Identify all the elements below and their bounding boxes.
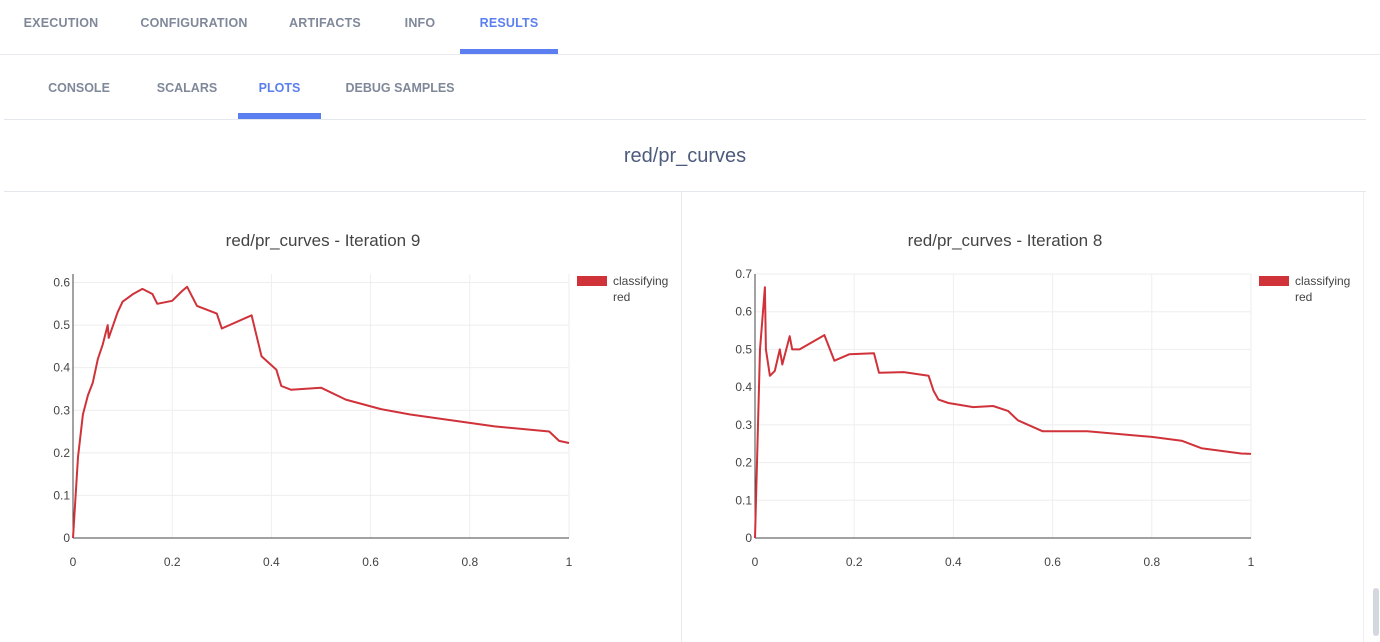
sub-tab-bar: CONSOLE SCALARS PLOTS DEBUG SAMPLES — [4, 55, 1366, 120]
pr-curve-chart-iteration-9[interactable]: red/pr_curves - Iteration 9 0 0.2 0.4 0.6 0.8… — [2, 192, 682, 642]
y-tick-label: 0.4 — [53, 361, 70, 375]
y-tick-label: 0.6 — [53, 276, 70, 290]
x-tick-label: 1 — [1248, 555, 1255, 569]
y-tick-label: 0.5 — [735, 342, 752, 356]
tab-scalars[interactable]: SCALARS — [156, 81, 218, 95]
x-tick-label: 0.2 — [846, 555, 863, 569]
tab-artifacts[interactable]: ARTIFACTS — [289, 16, 361, 30]
y-tick-label: 0 — [63, 531, 70, 545]
x-tick-label: 0 — [752, 555, 759, 569]
y-tick-label: 0.1 — [53, 488, 70, 502]
tab-console[interactable]: CONSOLE — [48, 81, 110, 95]
y-tick-label: 0.2 — [735, 456, 752, 470]
tab-execution[interactable]: EXECUTION — [23, 16, 99, 30]
x-tick-label: 0.8 — [1143, 555, 1160, 569]
plot-divider — [681, 192, 682, 642]
legend-label: classifying red — [613, 274, 668, 304]
main-tab-bar: EXECUTION CONFIGURATION ARTIFACTS INFO R… — [0, 0, 1380, 55]
x-tick-label: 0.4 — [263, 555, 280, 569]
tab-debug-samples[interactable]: DEBUG SAMPLES — [345, 81, 455, 95]
tab-configuration[interactable]: CONFIGURATION — [140, 16, 248, 30]
x-tick-label: 0.4 — [945, 555, 962, 569]
tab-results[interactable]: RESULTS — [460, 0, 558, 54]
vertical-scrollbar[interactable] — [1373, 588, 1379, 636]
pr-curve-chart-iteration-8[interactable]: red/pr_curves - Iteration 8 0 0.2 0.4 0.6 0.8… — [684, 192, 1364, 642]
chart-title: red/pr_curves - Iteration 9 — [226, 231, 421, 250]
legend-swatch — [1259, 276, 1289, 286]
y-tick-label: 0.2 — [53, 446, 70, 460]
series-line-classifying-red[interactable] — [72, 285, 570, 539]
y-tick-label: 0 — [745, 531, 752, 545]
y-tick-label: 0.3 — [735, 418, 752, 432]
x-tick-label: 0.6 — [1044, 555, 1061, 569]
chart-title: red/pr_curves - Iteration 8 — [908, 231, 1103, 250]
y-tick-label: 0.1 — [735, 493, 752, 507]
tab-plots[interactable]: PLOTS — [238, 55, 321, 119]
y-tick-label: 0.7 — [735, 267, 752, 281]
x-tick-label: 0.8 — [461, 555, 478, 569]
x-tick-label: 0.6 — [362, 555, 379, 569]
tab-info[interactable]: INFO — [404, 16, 436, 30]
plot-group-title: red/pr_curves — [623, 145, 747, 167]
y-tick-label: 0.4 — [735, 380, 752, 394]
series-line-classifying-red[interactable] — [754, 286, 1252, 539]
legend-label: classifying red — [1295, 274, 1350, 304]
y-tick-label: 0.6 — [735, 305, 752, 319]
x-tick-label: 0 — [70, 555, 77, 569]
plot-group-header: red/pr_curves — [4, 121, 1366, 192]
y-tick-label: 0.3 — [53, 403, 70, 417]
legend-swatch — [577, 276, 607, 286]
panel-border — [1363, 192, 1364, 642]
x-tick-label: 0.2 — [164, 555, 181, 569]
y-tick-label: 0.5 — [53, 318, 70, 332]
x-tick-label: 1 — [566, 555, 573, 569]
